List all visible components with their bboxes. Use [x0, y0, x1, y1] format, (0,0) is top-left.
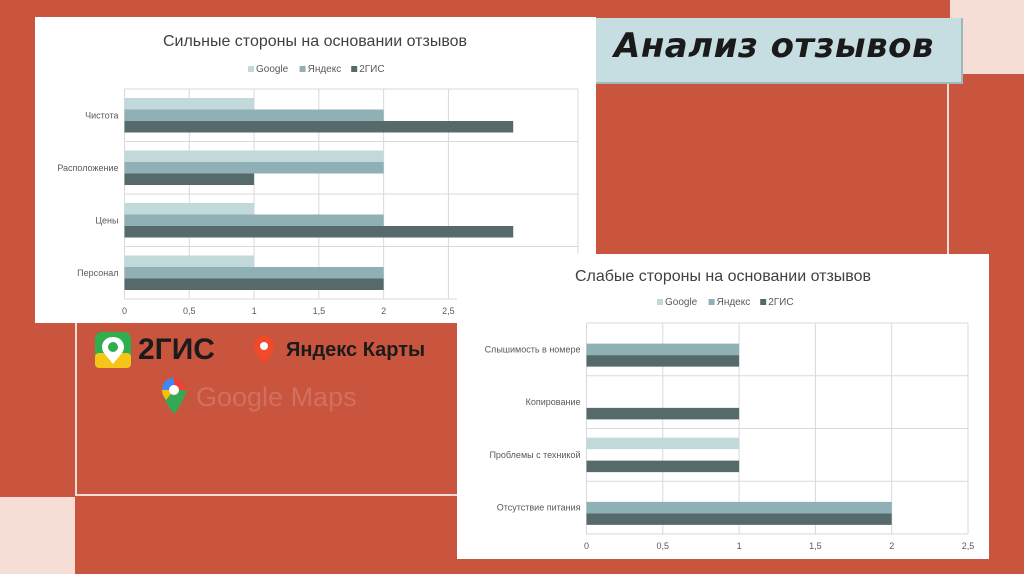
chart1-legend-label-2: Яндекс: [308, 64, 342, 75]
chart2-category-label-3: Проблемы с техникой: [489, 450, 580, 460]
chart2-bar-4-2: [586, 501, 892, 514]
google-logo: Google Maps: [160, 376, 360, 418]
chart1-bar-1-1: [124, 98, 255, 110]
chart1-bar-2-1: [124, 150, 384, 162]
chart2-bar-3-1: [586, 437, 740, 450]
chart2-bar-4-3: [586, 513, 892, 525]
yandex-logo: Яндекс Карты: [252, 334, 432, 368]
chart1-legend-label-3: 2ГИС: [359, 64, 384, 75]
chart1-bar-1-3: [124, 121, 514, 133]
twogis-icon: [95, 332, 131, 368]
twogis-logo: 2ГИС: [94, 331, 234, 371]
chart2-xtick-6: 2,5: [962, 541, 975, 551]
yandex-pin-icon: [254, 336, 274, 364]
chart2-bar-3-3: [586, 460, 740, 473]
title-box: Анализ отзывов: [596, 18, 963, 84]
chart2-category-label-4: Отсутствие питания: [497, 503, 581, 513]
chart1-category-label-2: Расположение: [57, 163, 118, 173]
chart2-xtick-5: 2: [889, 541, 894, 551]
chart1-bar-3-3: [124, 226, 514, 238]
chart2-bar-2-3: [586, 407, 740, 420]
chart1-xtick-5: 2: [381, 306, 386, 316]
yandex-logo-text: Яндекс Карты: [286, 339, 426, 361]
chart1-bar-3-2: [124, 214, 384, 226]
chart2-xtick-3: 1: [737, 541, 742, 551]
chart1-category-label-4: Персонал: [77, 268, 118, 278]
chart1-bar-4-2: [124, 267, 384, 279]
chart2-bar-1-2: [586, 343, 740, 356]
chart1-bar-1-2: [124, 109, 384, 121]
chart2-legend-label-1: Google: [665, 297, 698, 308]
chart1-category-label-3: Цены: [95, 215, 118, 225]
weaknesses-chart: Слабые стороны на основании отзывов Googl…: [457, 254, 989, 559]
chart1-bar-4-1: [124, 255, 255, 267]
chart1-legend-label-1: Google: [256, 64, 289, 75]
chart2-title: Слабые стороны на основании отзывов: [575, 268, 871, 285]
chart2-legend-swatch-2: [708, 299, 715, 305]
chart1-bar-4-3: [124, 278, 384, 290]
google-logo-text: Google Maps: [196, 382, 357, 412]
chart2-legend-swatch-3: [760, 299, 767, 305]
chart2-legend-label-2: Яндекс: [717, 297, 751, 308]
chart1-bar-3-1: [124, 203, 255, 215]
chart2-xtick-4: 1,5: [809, 541, 822, 551]
twogis-logo-text: 2ГИС: [138, 333, 215, 366]
slide-title: Анализ отзывов: [614, 26, 935, 66]
chart1-category-label-1: Чистота: [85, 110, 118, 120]
chart2-legend-label-3: 2ГИС: [768, 297, 793, 308]
chart1-xtick-6: 2,5: [442, 306, 455, 316]
chart1-xtick-4: 1,5: [313, 306, 326, 316]
chart1-legend-swatch-1: [248, 66, 254, 72]
chart2-bar-1-3: [586, 355, 740, 367]
chart2-legend-swatch-1: [657, 299, 663, 305]
chart2-category-label-1: Слышимость в номере: [485, 344, 581, 354]
chart1-xtick-2: 0,5: [183, 306, 196, 316]
chart1-legend-swatch-3: [351, 66, 358, 72]
strengths-chart-svg: Сильные стороны на основании отзывов Goog…: [57, 33, 579, 316]
chart1-title: Сильные стороны на основании отзывов: [163, 33, 467, 50]
chart1-bar-2-2: [124, 162, 384, 174]
chart1-xtick-3: 1: [252, 306, 257, 316]
weaknesses-chart-svg: Слабые стороны на основании отзывов Googl…: [485, 268, 975, 551]
google-maps-pin-icon: [162, 378, 186, 414]
chart1-bar-2-3: [124, 173, 255, 185]
chart2-category-label-2: Копирование: [526, 397, 581, 407]
strengths-chart: Сильные стороны на основании отзывов Goog…: [35, 17, 596, 323]
chart1-legend-swatch-2: [299, 66, 306, 72]
deco-bottom-left: [0, 497, 75, 574]
chart2-xtick-2: 0,5: [657, 541, 670, 551]
chart1-xtick-1: 0: [122, 306, 127, 316]
chart2-xtick-1: 0: [584, 541, 589, 551]
